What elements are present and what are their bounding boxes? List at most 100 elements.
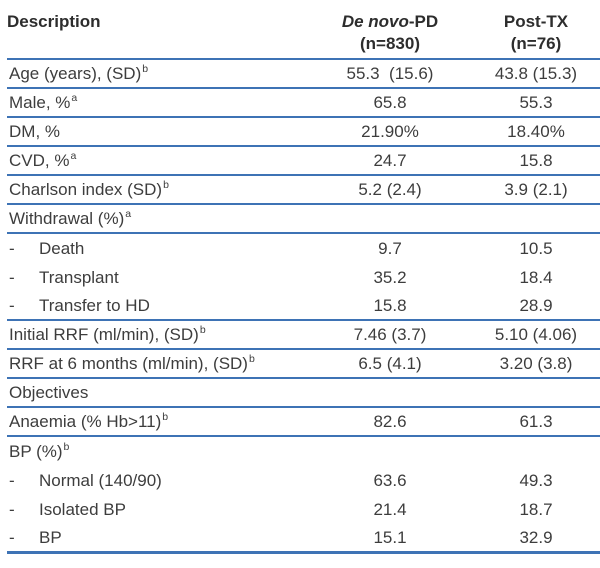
row-label: CVD, %a (7, 151, 308, 171)
de-novo-italic-text: De novo (341, 12, 409, 31)
footnote-marker: a (125, 207, 132, 220)
row-label: Initial RRF (ml/min), (SD)b (7, 325, 308, 345)
value-de-novo-pd: 63.6 (373, 470, 407, 490)
table-row: Male, %a 65.8 55.3 (7, 89, 600, 118)
value-de-novo-pd: 9.7 (378, 238, 402, 258)
value-de-novo-pd: 5.2 (2.4) (358, 179, 422, 199)
value-post-tx: 10.5 (519, 238, 553, 258)
value-de-novo-pd: 35.2 (373, 267, 407, 287)
table-row: DM, % 21.90% 18.40% (7, 118, 600, 147)
row-label: - BP (7, 528, 308, 548)
row-label-text: BP (39, 527, 62, 547)
value-de-novo-pd: 55.3 (15.6) (346, 63, 434, 83)
column-header-post-tx: Post-TX (n=76) (472, 11, 600, 55)
footnote-marker: a (70, 149, 77, 162)
row-label-text: CVD, % (9, 150, 70, 170)
table-header-row: Description De novo-PD (n=830) Post-TX (… (7, 8, 600, 60)
row-label-text: Charlson index (SD) (9, 179, 163, 199)
de-novo-pd-n-count: (n=830) (360, 34, 420, 53)
row-label: Male, %a (7, 93, 308, 113)
table-row: Charlson index (SD)b 5.2 (2.4) 3.9 (2.1) (7, 176, 600, 205)
row-label-text: Death (39, 238, 85, 258)
row-label-text: Age (years), (SD) (9, 63, 142, 83)
row-label-text: RRF at 6 months (ml/min), (SD) (9, 353, 248, 373)
row-label-text: Normal (140/90) (39, 470, 162, 490)
value-post-tx: 3.9 (2.1) (504, 179, 568, 199)
list-dash: - (9, 295, 15, 315)
value-post-tx: 18.7 (519, 499, 553, 519)
footnote-marker: b (142, 62, 149, 75)
value-post-tx: 18.4 (519, 267, 553, 287)
value-post-tx: 15.8 (519, 150, 553, 170)
comparison-table: Description De novo-PD (n=830) Post-TX (… (7, 8, 600, 554)
value-post-tx: 3.20 (3.8) (499, 353, 573, 373)
row-label: - Death (7, 239, 308, 259)
value-post-tx: 18.40% (507, 121, 565, 141)
row-label-text: Objectives (9, 382, 89, 402)
footnote-marker: b (163, 178, 169, 191)
row-label-text: Transfer to HD (39, 295, 150, 315)
row-label-text: Initial RRF (ml/min), (SD) (9, 324, 199, 344)
value-post-tx: 61.3 (519, 411, 553, 431)
table-row: BP (%)b (7, 437, 600, 466)
row-label: RRF at 6 months (ml/min), (SD)b (7, 354, 308, 374)
row-label-text: Anaemia (% Hb>11) (9, 411, 162, 431)
post-tx-n-count: (n=76) (510, 34, 562, 53)
table-row: - Normal (140/90) 63.6 49.3 (7, 466, 600, 495)
table-row: Withdrawal (%)a (7, 205, 600, 234)
value-de-novo-pd: 21.4 (373, 499, 407, 519)
row-label: DM, % (7, 122, 308, 142)
row-label: - Isolated BP (7, 500, 308, 520)
list-dash: - (9, 470, 15, 490)
row-label: Anaemia (% Hb>11)b (7, 412, 308, 432)
row-label: Age (years), (SD)b (7, 64, 308, 84)
row-label-text: Withdrawal (%) (9, 208, 125, 228)
table-row: Initial RRF (ml/min), (SD)b 7.46 (3.7) 5… (7, 321, 600, 350)
table-row: - Isolated BP 21.4 18.7 (7, 495, 600, 524)
row-label-text: Isolated BP (39, 499, 126, 519)
row-label-text: Male, % (9, 92, 71, 112)
row-label-text: DM, % (9, 121, 60, 141)
post-tx-title: Post-TX (503, 12, 569, 31)
row-label: - Transfer to HD (7, 296, 308, 316)
value-de-novo-pd: 65.8 (373, 92, 407, 112)
table-row: Objectives (7, 379, 600, 408)
table-row: - Transplant 35.2 18.4 (7, 263, 600, 292)
list-dash: - (9, 238, 15, 258)
list-dash: - (9, 267, 15, 287)
footnote-marker: a (71, 91, 78, 104)
value-post-tx: 55.3 (519, 92, 553, 112)
value-de-novo-pd: 15.1 (373, 527, 407, 547)
list-dash: - (9, 499, 15, 519)
table-row: - BP 15.1 32.9 (7, 524, 600, 554)
row-label: - Transplant (7, 268, 308, 288)
row-label: - Normal (140/90) (7, 471, 308, 491)
row-label: Withdrawal (%)a (7, 209, 308, 229)
row-label-text: Transplant (39, 267, 119, 287)
de-novo-suffix-text: -PD (408, 12, 439, 31)
value-de-novo-pd: 15.8 (373, 295, 407, 315)
table-row: RRF at 6 months (ml/min), (SD)b 6.5 (4.1… (7, 350, 600, 379)
row-label: Charlson index (SD)b (7, 180, 308, 200)
table-row: - Transfer to HD 15.8 28.9 (7, 292, 600, 321)
table-row: Age (years), (SD)b 55.3 (15.6) 43.8 (15.… (7, 60, 600, 89)
table-row: - Death 9.7 10.5 (7, 234, 600, 263)
value-de-novo-pd: 82.6 (373, 411, 407, 431)
value-de-novo-pd: 24.7 (373, 150, 407, 170)
footnote-marker: b (63, 440, 70, 453)
table-row: Anaemia (% Hb>11)b 82.6 61.3 (7, 408, 600, 437)
row-label: BP (%)b (7, 442, 308, 462)
value-post-tx: 5.10 (4.06) (494, 324, 578, 344)
column-header-description: Description (7, 12, 101, 31)
value-de-novo-pd: 6.5 (4.1) (358, 353, 422, 373)
value-post-tx: 28.9 (519, 295, 553, 315)
list-dash: - (9, 527, 15, 547)
column-header-de-novo-pd: De novo-PD (n=830) (308, 11, 472, 55)
table-row: CVD, %a 24.7 15.8 (7, 147, 600, 176)
value-post-tx: 32.9 (519, 527, 553, 547)
value-post-tx: 43.8 (15.3) (494, 63, 578, 83)
value-de-novo-pd: 7.46 (3.7) (353, 324, 427, 344)
value-post-tx: 49.3 (519, 470, 553, 490)
footnote-marker: b (199, 323, 206, 336)
footnote-marker: b (248, 352, 255, 365)
